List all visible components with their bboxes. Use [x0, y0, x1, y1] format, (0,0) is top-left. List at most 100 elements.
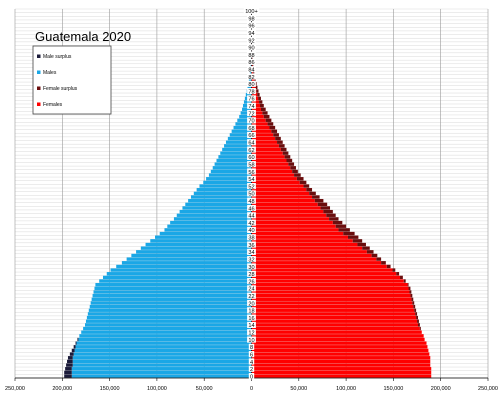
male-bar: [87, 316, 252, 319]
female-surplus-bar: [392, 268, 395, 271]
female-surplus-bar: [339, 228, 350, 231]
x-tick-label: 100,000: [147, 386, 167, 392]
female-surplus-bar: [417, 320, 419, 323]
female-bar: [252, 323, 418, 326]
female-surplus-bar: [357, 243, 366, 246]
age-label: 66: [248, 133, 254, 139]
male-surplus-bar: [65, 367, 72, 370]
female-surplus-bar: [256, 89, 258, 92]
male-bar: [72, 367, 252, 370]
female-bar: [252, 327, 420, 330]
female-surplus-bar: [333, 221, 342, 224]
female-surplus-bar: [414, 309, 416, 312]
female-surplus-bar: [285, 155, 291, 158]
age-label: 8: [250, 345, 253, 351]
female-surplus-bar: [259, 100, 262, 103]
age-label: 16: [248, 316, 254, 322]
age-label: 4: [250, 360, 253, 366]
male-bar: [91, 301, 252, 304]
female-bar: [252, 320, 418, 323]
female-surplus-bar: [297, 177, 304, 180]
male-bar: [218, 155, 251, 158]
age-label: 92: [248, 38, 254, 44]
female-bar: [252, 199, 315, 202]
age-label: 30: [248, 265, 254, 271]
age-label: 50: [248, 192, 254, 198]
male-bar: [220, 151, 251, 154]
age-label: 94: [248, 31, 254, 37]
male-bar: [155, 236, 251, 239]
female-bar: [252, 367, 432, 370]
female-bar: [252, 166, 291, 169]
male-bar: [164, 228, 251, 231]
male-bar: [167, 225, 251, 228]
female-surplus-bar: [420, 327, 421, 330]
legend-swatch: [37, 55, 41, 59]
male-bar: [213, 166, 252, 169]
female-bar: [252, 338, 425, 341]
female-surplus-bar: [304, 184, 310, 187]
age-label: 86: [248, 60, 254, 66]
female-surplus-bar: [283, 151, 289, 154]
male-bar: [127, 257, 252, 260]
male-bar: [73, 356, 252, 359]
x-tick-label: 200,000: [52, 386, 72, 392]
female-surplus-bar: [277, 141, 283, 144]
male-bar: [72, 374, 252, 377]
male-bar: [215, 162, 252, 165]
x-tick-label: 50,000: [290, 386, 307, 392]
age-label: 96: [248, 24, 254, 30]
female-surplus-bar: [273, 133, 279, 136]
male-surplus-bar: [64, 371, 72, 374]
age-label: 82: [248, 75, 254, 81]
male-surplus-bar: [76, 341, 77, 344]
age-label: 24: [248, 287, 254, 293]
female-bar: [252, 316, 417, 319]
age-label: 14: [248, 323, 254, 329]
male-bar: [160, 232, 252, 235]
male-bar: [111, 268, 252, 271]
age-label: 12: [248, 331, 254, 337]
age-label: 68: [248, 126, 254, 132]
female-bar: [252, 374, 432, 377]
male-bar: [211, 170, 252, 173]
female-surplus-bar: [262, 111, 267, 114]
female-bar: [252, 294, 411, 297]
age-label: 80: [248, 82, 254, 88]
male-surplus-bar: [64, 374, 72, 377]
male-bar: [92, 298, 252, 301]
age-label: 58: [248, 162, 254, 168]
male-bar: [206, 177, 251, 180]
female-surplus-bar: [321, 206, 330, 209]
female-bar: [252, 283, 408, 286]
age-label: 0: [250, 374, 253, 380]
female-bar: [252, 298, 412, 301]
female-bar: [252, 228, 339, 231]
female-surplus-bar: [300, 181, 307, 184]
female-surplus-bar: [264, 115, 270, 118]
female-bar: [252, 287, 409, 290]
age-label: 64: [248, 141, 254, 147]
female-surplus-bar: [271, 130, 277, 133]
female-bar: [252, 268, 393, 271]
female-surplus-bar: [353, 239, 362, 242]
age-label: 34: [248, 250, 254, 256]
female-surplus-bar: [323, 210, 332, 213]
male-bar: [79, 334, 251, 337]
age-label: 22: [248, 294, 254, 300]
legend-label: Male surplus: [43, 54, 72, 60]
female-bar: [252, 356, 431, 359]
male-bar: [188, 199, 251, 202]
male-bar: [94, 290, 252, 293]
male-bar: [203, 181, 251, 184]
age-label: 44: [248, 214, 254, 220]
male-bar: [174, 217, 252, 220]
x-tick-label: 250,000: [478, 386, 498, 392]
age-label: 98: [248, 16, 254, 22]
male-bar: [76, 341, 251, 344]
female-bar: [252, 239, 353, 242]
male-bar: [182, 206, 251, 209]
male-bar: [72, 371, 252, 374]
